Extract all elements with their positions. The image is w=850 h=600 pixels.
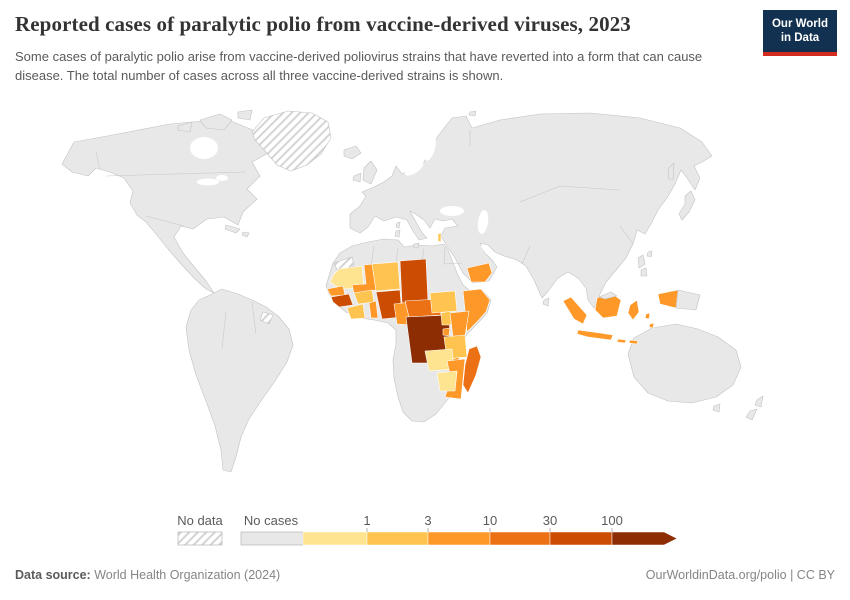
country-niger[interactable]: [371, 261, 401, 292]
legend-swatch-100-plus-arrow[interactable]: [611, 531, 678, 546]
region-greenland-no-data[interactable]: [251, 110, 332, 172]
owid-logo-line1: Our World: [771, 18, 828, 30]
owid-url-link[interactable]: OurWorldinData.org/polio: [645, 568, 787, 582]
country-guinea[interactable]: [330, 293, 354, 308]
baltic-sea: [404, 160, 424, 176]
persian-gulf: [480, 245, 495, 258]
country-borders-decorative: [95, 130, 634, 349]
country-israel[interactable]: [437, 232, 442, 243]
landmass-new-zealand[interactable]: [745, 395, 764, 421]
great-lakes: [197, 178, 219, 186]
owid-logo-line2: in Data: [780, 32, 820, 45]
legend-swatch-30-100[interactable]: [549, 531, 613, 546]
landmass-north-america[interactable]: [61, 118, 271, 294]
hudson-bay: [190, 137, 218, 159]
legend-tick-label-100: 100: [601, 513, 623, 528]
legend-no-data-swatch[interactable]: [177, 531, 223, 546]
footer-right: OurWorldinData.org/polio | CC BY: [646, 568, 835, 582]
gulf-of-bothnia: [424, 135, 436, 161]
chart-subtitle: Some cases of paralytic polio arise from…: [15, 49, 703, 83]
landmass-japan-sakhalin[interactable]: [667, 162, 696, 221]
data-source: Data source: World Health Organization (…: [15, 568, 280, 582]
legend-tick-label-1: 1: [363, 513, 370, 528]
landmass-south-america[interactable]: [185, 288, 294, 473]
legend-swatch-10-30[interactable]: [489, 531, 551, 546]
country-yemen[interactable]: [466, 262, 493, 283]
legend-swatch-3-10[interactable]: [427, 531, 491, 546]
landmass-australia[interactable]: [627, 323, 742, 413]
legend-tick-label-30: 30: [543, 513, 557, 528]
country-madagascar[interactable]: [462, 345, 482, 394]
region-western-sahara-no-data[interactable]: [333, 256, 355, 273]
country-zimbabwe[interactable]: [436, 370, 458, 392]
legend-no-data-label: No data: [177, 513, 223, 528]
legend-tick-label-10: 10: [483, 513, 497, 528]
legend-swatch-1-3[interactable]: [366, 531, 429, 546]
country-burundi[interactable]: [442, 327, 451, 337]
data-source-value: World Health Organization (2024): [94, 568, 281, 582]
license-label: CC BY: [796, 568, 835, 582]
map-legend: No data No cases 1 3 10 30 100: [177, 513, 678, 546]
footer-separator: |: [790, 568, 794, 582]
page-title: Reported cases of paralytic polio from v…: [15, 12, 631, 36]
legend-no-cases-swatch[interactable]: [240, 531, 304, 546]
country-somalia[interactable]: [462, 288, 491, 333]
landmass-britain-ireland[interactable]: [352, 160, 378, 185]
country-indonesia[interactable]: [562, 289, 679, 345]
footer: Data source: World Health Organization (…: [15, 568, 835, 582]
legend-no-cases-label: No cases: [244, 513, 299, 528]
legend-swatch-0-1[interactable]: [302, 531, 368, 546]
landmass-eurasia[interactable]: [349, 112, 713, 309]
landmass-iceland[interactable]: [343, 145, 362, 160]
country-chad[interactable]: [399, 258, 429, 304]
data-source-label: Data source:: [15, 568, 91, 582]
landmass-arctic-islands[interactable]: [177, 109, 253, 133]
world-choropleth-map: [61, 109, 764, 473]
landmass-papua-new-guinea[interactable]: [675, 289, 701, 311]
great-lakes-east: [216, 175, 228, 181]
owid-logo[interactable]: Our World in Data: [763, 10, 837, 56]
region-french-guiana-no-data[interactable]: [259, 311, 274, 325]
landmass-malaysia-borneo-strip[interactable]: [598, 291, 618, 300]
country-south-sudan[interactable]: [429, 290, 458, 314]
landmass-small-islands[interactable]: [224, 110, 653, 307]
country-cote-divoire[interactable]: [346, 303, 366, 320]
caspian-sea: [477, 210, 489, 234]
country-uganda[interactable]: [440, 310, 452, 326]
black-sea: [440, 206, 464, 216]
legend-tick-label-3: 3: [424, 513, 431, 528]
country-benin[interactable]: [368, 300, 379, 319]
